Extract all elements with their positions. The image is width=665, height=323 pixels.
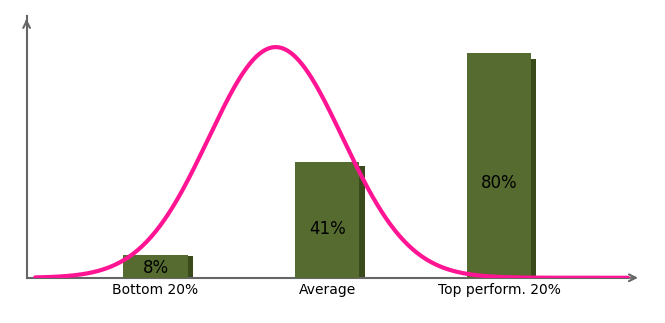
Bar [467,53,531,278]
Bar [472,59,537,278]
Text: 80%: 80% [481,174,517,192]
Bar [295,162,360,278]
Bar [123,255,188,278]
Text: 41%: 41% [309,220,346,238]
Text: 8%: 8% [142,259,168,277]
Bar [300,166,364,278]
Bar [128,256,193,278]
